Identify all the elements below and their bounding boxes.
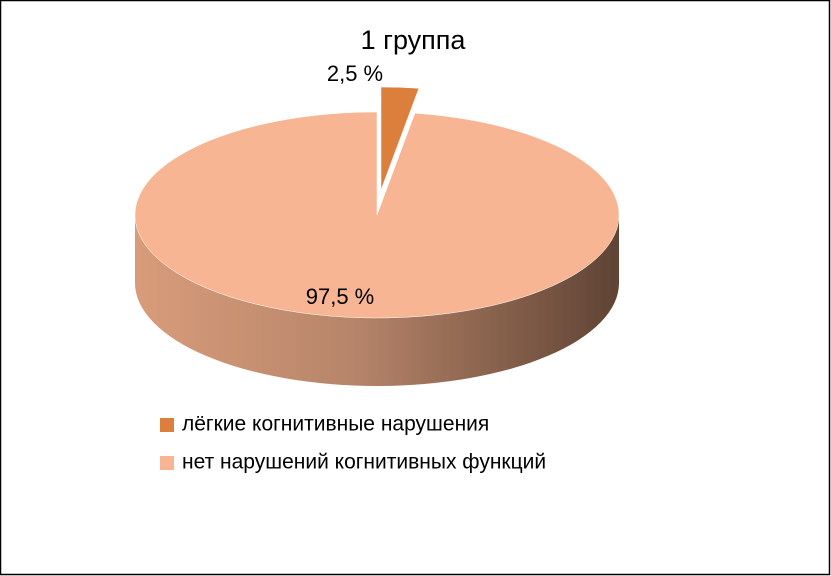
chart-title: 1 группа — [361, 25, 467, 55]
legend-label: лёгкие когнитивные нарушения — [182, 413, 489, 436]
slice — [380, 86, 420, 191]
slice-side — [135, 215, 619, 386]
legend-marker — [160, 456, 174, 470]
pie: 2,5 % 97,5 % — [134, 61, 620, 386]
slice — [134, 111, 620, 319]
legend: лёгкие когнитивные нарушения нет нарушени… — [160, 413, 546, 474]
legend-marker — [160, 418, 174, 432]
data-label: 2,5 % — [327, 61, 383, 86]
data-label: 97,5 % — [306, 284, 375, 309]
legend-label: нет нарушений когнитивных функций — [182, 451, 546, 474]
